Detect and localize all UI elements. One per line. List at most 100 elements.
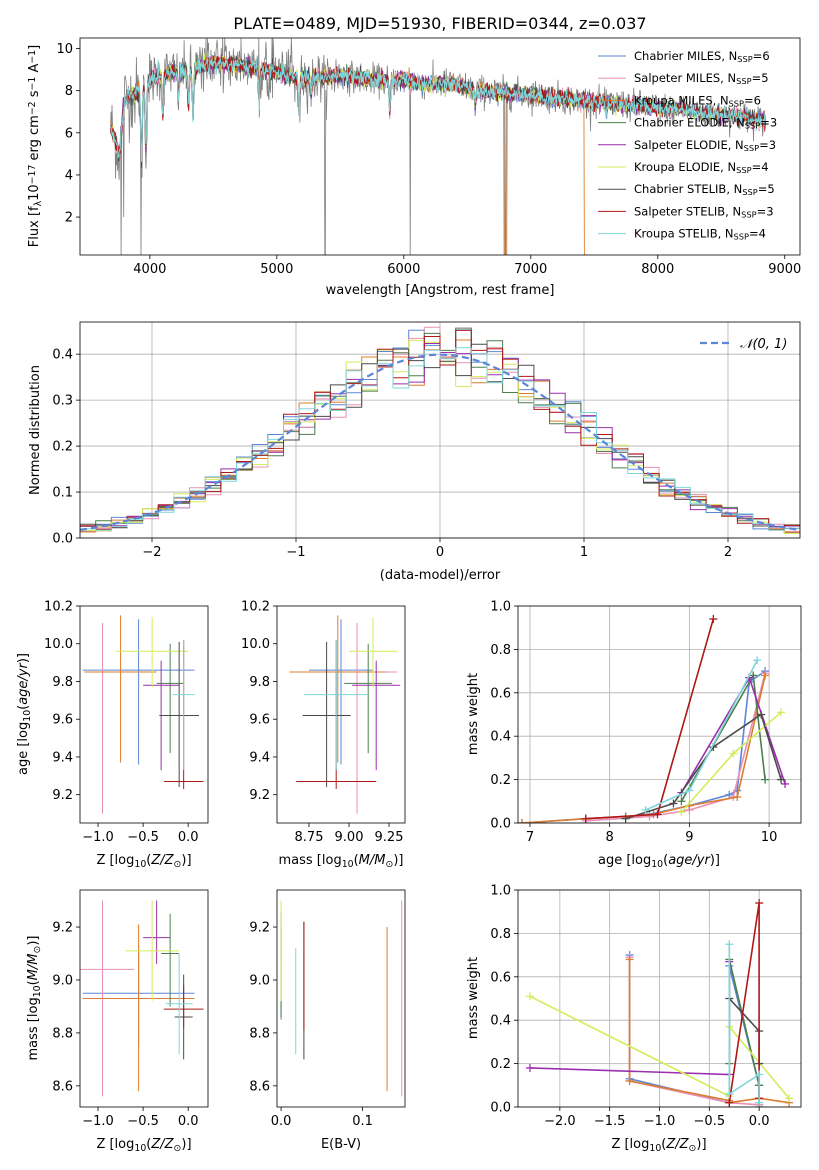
legend-label-part: Chabrier ELODIE, N [634,116,745,130]
y-tick-label: 0.0 [490,817,511,832]
legend-label-part: SSP [741,210,756,220]
legend-label-part: SSP [736,165,751,175]
legend-label-part: SSP [734,232,749,242]
legend-label-part: Kroupa STELIB, N [634,227,734,241]
y-tick-label: 0.4 [490,1014,511,1029]
legend-label-part: Chabrier STELIB, N [634,182,742,196]
y-tick-label: 0.1 [52,486,73,501]
y-axis-label-part: λ [33,200,44,206]
legend-label-part: =5 [752,71,769,85]
y-tick-label: 0.8 [490,643,511,658]
x-axis-label: E(B-V) [321,1137,361,1152]
x-tick-label: −1.0 [82,830,114,845]
x-tick-label: 0.0 [749,1114,770,1129]
y-tick-label: 0.2 [490,1057,511,1072]
x-axis-label-part: ( [663,853,668,868]
y-axis-label: Flux [fλ10−17 erg cm−2 s−1 A−1] [27,45,44,247]
mass_weight_vs_age-plot-area [518,615,790,823]
y-tick-label: 9.2 [52,788,73,803]
x-axis-label-part: ⊙ [689,1143,697,1154]
age_vs_Z-plot-area [82,615,204,814]
x-axis-label-part: 10 [649,1143,661,1154]
x-axis-label-part: ( [146,1137,151,1152]
y-tick-label: 10.2 [241,600,270,615]
legend-label-part: Salpeter MILES, N [634,71,736,85]
legend-label: Salpeter MILES, NSSP=5 [634,71,769,86]
legend-label-part: Chabrier MILES, N [634,49,737,63]
x-axis-label-part: 10 [342,859,354,870]
x-tick-label: 9 [685,830,693,845]
y-tick-label: 10.2 [44,600,73,615]
legend-label: Kroupa MILES, NSSP=6 [634,93,761,108]
x-tick-label: −1.5 [594,1114,626,1129]
age_vs_Z-axes: −1.0 −0.5 0.09.29.49.69.810.010.2Z [log10(… [16,600,209,870]
y-tick-label: 1.0 [490,600,511,615]
legend-label-part: =3 [757,204,774,218]
x-axis-label: age [log10(age/yr)] [598,853,720,870]
age_vs_mass-frame [276,605,406,824]
y-tick-label: 9.8 [52,675,73,690]
x-axis-label-part: / [159,853,166,868]
x-axis-label: Z [log10(Z/Z⊙)] [96,1137,191,1154]
series-line [728,944,760,1103]
x-axis-label-part: 10 [651,859,663,870]
y-tick-label: 0.6 [490,686,511,701]
legend-label: Chabrier MILES, NSSP=6 [634,49,770,64]
y-tick-label: 8.8 [52,1026,73,1041]
y-tick-label: 0.2 [490,773,511,788]
x-axis-label-part: Z [log [611,1137,649,1152]
legend-label-part: =3 [760,116,777,130]
x-axis-label-part: / [159,1137,166,1152]
y-axis-label: age [log10(age/yr)] [16,653,33,775]
legend-label-part: SSP [729,99,744,109]
x-tick-label: −1.0 [82,1114,114,1129]
y-tick-label: 9.2 [249,921,270,936]
y-axis-label: mass [log10(M/M⊙)] [26,936,43,1061]
x-axis-label-part: 10 [134,859,146,870]
y-tick-label: 9.8 [249,675,270,690]
x-tick-label: 0.1 [352,1114,373,1129]
x-axis-label-part: age [log [598,853,651,868]
y-tick-label: 2 [65,211,73,226]
x-axis-label-part: ( [146,853,151,868]
mass_weight_vs_Z-axes: −2.0 −1.5 −1.0 −0.5 0.0 0.0 0.2 0.4 0.6 0.8 1.0 Z [… [466,884,802,1154]
x-tick-label: 0.0 [271,1114,292,1129]
legend-label-part: =6 [744,93,761,107]
y-axis-label: mass weight [466,957,481,1039]
age_vs_mass-plot-area [289,615,401,814]
x-tick-label: −0.5 [127,830,159,845]
y-tick-label: 9.6 [52,713,73,728]
y-tick-label: 6 [65,126,73,141]
legend-label-part: =4 [749,227,766,241]
x-tick-label: −0.5 [127,1114,159,1129]
y-axis-label-part: mass [log [26,997,41,1060]
x-axis-label-part: / [369,853,376,868]
x-axis-label-part: M [374,853,385,868]
figure-title: PLATE=0489, MJD=51930, FIBERID=0344, z=0… [233,14,646,33]
mass_vs_EBV-plot-area [280,900,403,1097]
x-tick-label: 4000 [133,262,166,277]
x-tick-label: −1 [286,545,305,560]
mass_weight_vs_age-frame [517,605,802,824]
residual_distribution-plot-area [80,326,800,538]
y-axis-label-part: 10 [32,985,43,997]
y-tick-label: 9.6 [249,713,270,728]
legend-label-part: SSP [745,121,760,131]
x-axis-label-part: Z [log [96,853,134,868]
legend-label-part: SSP [742,188,757,198]
x-tick-label: 6000 [387,262,420,277]
legend-label-part: Salpeter STELIB, N [634,204,741,218]
residual_distribution-axes: −2 −1 0 1 2 0.0 0.1 0.2 0.3 0.4 𝒩(0, 1) (data-model… [28,321,801,583]
x-tick-label: 9.25 [375,830,404,845]
y-axis-label-part: −1 [27,77,38,91]
x-axis-label: (data-model)/error [380,568,501,583]
x-axis-label: Z [log10(Z/Z⊙)] [96,853,191,870]
model-spectrum-line [110,57,766,162]
legend-label-part: =3 [759,138,776,152]
mass_vs_EBV-axes: 0.0 0.1 8.6 8.8 9.0 9.2 E(B-V) [249,889,406,1152]
x-axis-label-part: ⊙ [174,1143,182,1154]
y-tick-label: 8.8 [249,1026,270,1041]
x-axis-label-part: mass [log [279,853,342,868]
